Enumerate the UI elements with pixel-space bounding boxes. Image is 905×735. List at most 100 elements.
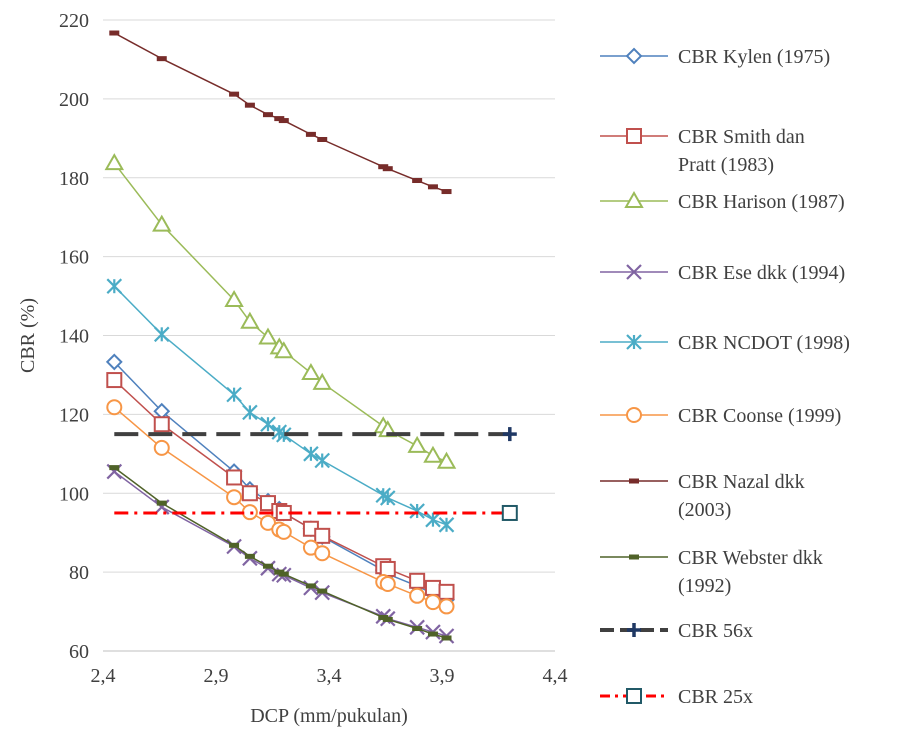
data-point	[438, 517, 455, 533]
series-0	[105, 353, 455, 609]
x-tick-label: 2,4	[91, 665, 116, 687]
series-8	[114, 427, 517, 442]
data-point	[262, 112, 273, 118]
legend-label: CBR NCDOT (1998)	[678, 332, 850, 354]
x-axis: 2,4 2,9 3,4 3,9 4,4	[91, 650, 568, 687]
data-point	[244, 553, 255, 559]
data-point	[412, 178, 423, 184]
data-point	[244, 102, 255, 108]
legend-item: CBR 56x	[600, 620, 753, 642]
series-3	[106, 463, 455, 644]
legend-item: CBR Smith dan Pratt (1983)	[600, 126, 805, 176]
data-point	[229, 542, 240, 548]
x-tick-label: 4,4	[543, 665, 568, 687]
data-point	[278, 571, 289, 577]
data-point	[242, 404, 258, 421]
data-point	[501, 504, 518, 521]
data-point	[226, 489, 243, 506]
data-point	[109, 465, 120, 471]
data-point	[262, 563, 273, 569]
y-tick-label: 100	[59, 483, 89, 505]
series-5	[106, 399, 455, 615]
data-point	[379, 575, 396, 592]
y-tick-label: 60	[69, 641, 89, 663]
legend-marker	[626, 407, 642, 423]
data-point	[303, 446, 319, 462]
data-point	[241, 504, 258, 521]
data-point	[156, 56, 167, 62]
legend-marker	[627, 623, 641, 637]
legend-item: CBR Harison (1987)	[600, 190, 845, 213]
data-point	[276, 427, 292, 443]
data-point	[229, 91, 240, 97]
legend-item: CBR 25x	[600, 686, 753, 708]
x-tick-label: 3,9	[430, 665, 455, 687]
data-point	[241, 485, 258, 502]
data-point	[305, 131, 316, 137]
data-point	[441, 189, 452, 195]
series-6	[109, 30, 452, 195]
legend-marker	[629, 478, 639, 484]
y-axis: 60 80 100 120 140 160 180 200 220	[59, 10, 89, 663]
series-7	[109, 465, 452, 641]
legend-label: CBR Coonse (1999)	[678, 405, 841, 427]
series-line	[113, 470, 447, 637]
data-point	[441, 635, 452, 641]
legend-label: CBR Kylen (1975)	[678, 46, 830, 68]
legend-marker	[626, 688, 642, 704]
series-2	[104, 153, 457, 469]
data-point	[382, 166, 393, 172]
data-point	[153, 439, 170, 456]
legend: CBR Kylen (1975) CBR Smith dan Pratt (1983…	[600, 46, 850, 708]
data-point	[407, 435, 427, 453]
data-point	[104, 153, 125, 171]
data-point	[258, 327, 278, 345]
legend-marker	[625, 47, 643, 65]
gridlines	[103, 19, 555, 652]
data-point	[409, 503, 425, 519]
legend-item: CBR NCDOT (1998)	[600, 332, 850, 354]
data-point	[502, 427, 517, 442]
data-point	[314, 545, 331, 562]
data-point	[274, 341, 294, 359]
data-point	[409, 587, 426, 604]
data-point	[438, 583, 455, 600]
data-point	[412, 626, 423, 632]
data-point	[436, 451, 457, 469]
data-point	[240, 311, 260, 329]
data-point	[226, 469, 243, 486]
x-axis-title: DCP (mm/pukulan)	[250, 705, 408, 727]
series-4	[106, 278, 455, 533]
series-9	[114, 504, 518, 521]
y-tick-label: 140	[59, 326, 89, 348]
legend-marker	[626, 128, 642, 144]
series-line	[113, 361, 447, 601]
legend-item: CBR Webster dkk (1992)	[600, 547, 823, 597]
legend-label: CBR Ese dkk (1994)	[678, 262, 845, 284]
data-point	[425, 511, 441, 528]
data-point	[109, 30, 120, 36]
data-point	[153, 416, 170, 433]
data-point	[301, 362, 321, 380]
legend-marker	[629, 554, 639, 560]
data-point	[106, 278, 123, 294]
y-tick-label: 80	[69, 562, 89, 584]
data-point	[424, 579, 441, 596]
legend-item: CBR Nazal dkk (2003)	[600, 471, 805, 521]
plot-area	[104, 30, 518, 644]
data-point	[423, 445, 443, 463]
y-tick-label: 160	[59, 247, 89, 269]
legend-label: CBR 25x	[678, 686, 753, 708]
data-point	[317, 588, 328, 594]
data-point	[382, 616, 393, 622]
legend-label: CBR Nazal dkk (2003)	[678, 471, 805, 521]
y-tick-label: 120	[59, 404, 89, 426]
y-tick-label: 220	[59, 10, 89, 32]
legend-label: CBR 56x	[678, 620, 753, 642]
legend-marker	[624, 190, 644, 208]
data-point	[278, 118, 289, 124]
y-tick-label: 200	[59, 89, 89, 111]
legend-label: CBR Harison (1987)	[678, 191, 845, 213]
data-point	[153, 326, 170, 343]
